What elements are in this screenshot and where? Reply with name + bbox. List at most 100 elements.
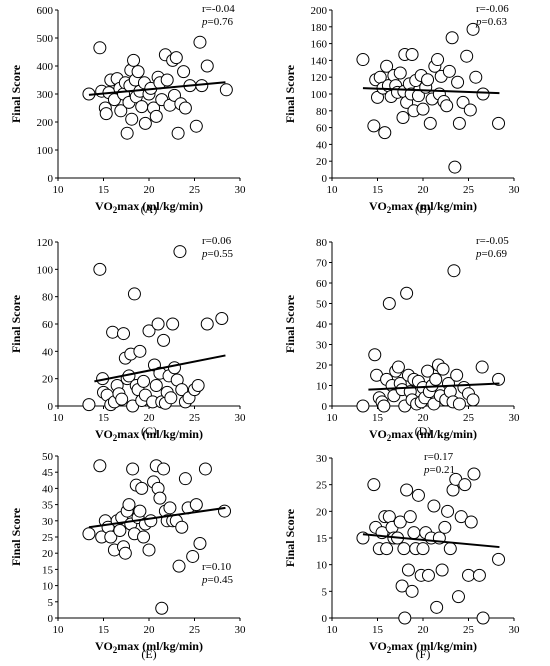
y-tick-label: 30: [316, 340, 328, 352]
data-point: [218, 504, 232, 518]
data-point: [438, 520, 452, 534]
data-point: [380, 59, 394, 73]
data-point: [149, 109, 163, 123]
data-point: [138, 116, 152, 130]
p-value: p=0.63: [475, 16, 507, 28]
data-point: [106, 325, 120, 339]
data-point: [93, 41, 107, 55]
y-tick-label: 30: [316, 453, 328, 465]
data-point: [155, 601, 169, 615]
y-tick-label: 0: [48, 401, 54, 413]
panel-label: (E): [141, 647, 156, 661]
trend-line: [94, 354, 226, 383]
r-value: r=-0.05: [476, 235, 509, 247]
x-tick-label: 15: [98, 184, 110, 196]
panel-b: 0 20 40 60 80 100 120 140 160 180 200 10 15 20 25 30 Fin…: [283, 3, 520, 216]
data-point: [462, 568, 475, 582]
x-axis-label: VO2max (ml/kg/min): [369, 199, 477, 215]
data-point: [467, 467, 481, 481]
data-point: [430, 600, 444, 614]
y-axis-label: Final Score: [283, 294, 297, 353]
data-point: [137, 530, 151, 544]
data-point: [120, 126, 134, 140]
x-tick-label: 10: [53, 184, 65, 196]
data-point: [127, 53, 141, 67]
data-point: [171, 126, 185, 140]
y-tick-label: 600: [37, 5, 54, 17]
data-point: [464, 515, 478, 529]
y-tick-label: 180: [311, 22, 328, 34]
data-point: [219, 83, 233, 97]
y-tick-label: 500: [37, 33, 54, 45]
y-tick-label: 50: [316, 299, 328, 311]
y-tick-label: 0: [48, 613, 54, 625]
y-tick-label: 10: [316, 560, 328, 572]
data-point: [400, 483, 414, 497]
x-tick-label: 25: [189, 184, 201, 196]
x-tick-label: 15: [98, 624, 110, 636]
data-point: [131, 65, 145, 79]
y-tick-label: 80: [42, 292, 54, 304]
panel-label: (C): [141, 424, 157, 438]
x-tick-label: 20: [144, 412, 156, 424]
data-point: [378, 126, 392, 140]
y-tick-label: 80: [316, 106, 328, 118]
x-tick-label: 20: [418, 412, 430, 424]
data-point: [407, 526, 421, 540]
y-tick-label: 20: [316, 360, 328, 372]
x-axis-label: VO2max (ml/kg/min): [95, 427, 203, 443]
data-point: [421, 568, 435, 582]
y-tick-label: 20: [42, 374, 54, 386]
x-tick-label: 20: [144, 624, 156, 636]
trend-line: [368, 382, 500, 391]
data-point: [115, 392, 129, 406]
y-tick-label: 0: [322, 173, 328, 185]
data-point: [175, 520, 189, 534]
data-point: [423, 116, 437, 130]
y-tick-label: 20: [316, 156, 328, 168]
trend-line: [362, 87, 500, 95]
x-tick-label: 15: [98, 412, 110, 424]
y-tick-label: 0: [322, 401, 328, 413]
data-point: [492, 372, 506, 386]
data-point: [200, 59, 214, 73]
data-point: [380, 542, 394, 556]
data-point: [429, 372, 443, 386]
y-tick-label: 30: [42, 516, 54, 528]
y-tick-label: 15: [316, 533, 328, 545]
data-point: [452, 116, 466, 130]
data-point: [144, 514, 158, 528]
data-point: [191, 379, 205, 392]
trend-line: [362, 533, 500, 549]
x-tick-label: 15: [372, 412, 384, 424]
y-tick-label: 80: [316, 237, 328, 249]
data-point: [160, 73, 174, 87]
data-point: [133, 504, 147, 518]
data-point: [189, 498, 203, 512]
data-point: [82, 398, 96, 412]
p-value: p=0.69: [475, 248, 507, 260]
data-point: [416, 542, 430, 556]
y-tick-label: 120: [311, 72, 328, 84]
x-axis-label: VO2max (ml/kg/min): [95, 639, 203, 655]
data-point: [367, 478, 381, 492]
x-tick-label: 10: [327, 184, 339, 196]
data-point: [441, 504, 455, 518]
data-point: [393, 66, 407, 80]
y-tick-label: 15: [42, 564, 54, 576]
y-tick-label: 0: [322, 613, 328, 625]
panel-label: (A): [141, 202, 158, 216]
x-tick-label: 25: [189, 624, 201, 636]
r-value: r=-0.06: [476, 3, 509, 15]
data-point: [393, 515, 407, 529]
r-value: r=0.17: [424, 451, 454, 463]
y-tick-label: 20: [42, 548, 54, 560]
data-point: [166, 317, 180, 331]
data-point: [427, 499, 441, 513]
data-point: [169, 51, 183, 65]
y-tick-label: 0: [48, 173, 54, 185]
data-point: [492, 116, 506, 130]
y-tick-label: 140: [311, 55, 328, 67]
data-point: [93, 459, 107, 473]
